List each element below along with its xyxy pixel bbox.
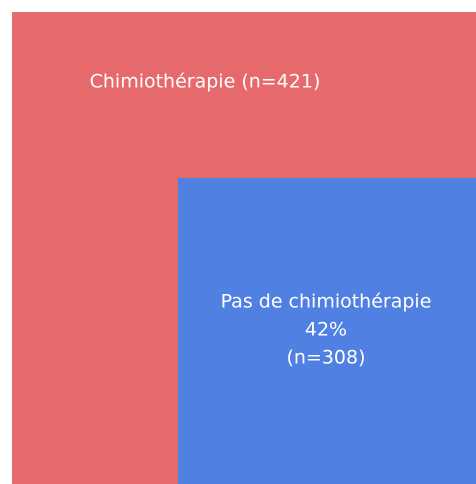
inner-percent: 42%	[305, 319, 347, 341]
inner-area	[178, 178, 476, 484]
inner-label: Pas de chimiothérapie	[221, 291, 432, 313]
inner-count: (n=308)	[286, 347, 365, 369]
outer-label: Chimiothérapie (n=421)	[90, 71, 321, 93]
